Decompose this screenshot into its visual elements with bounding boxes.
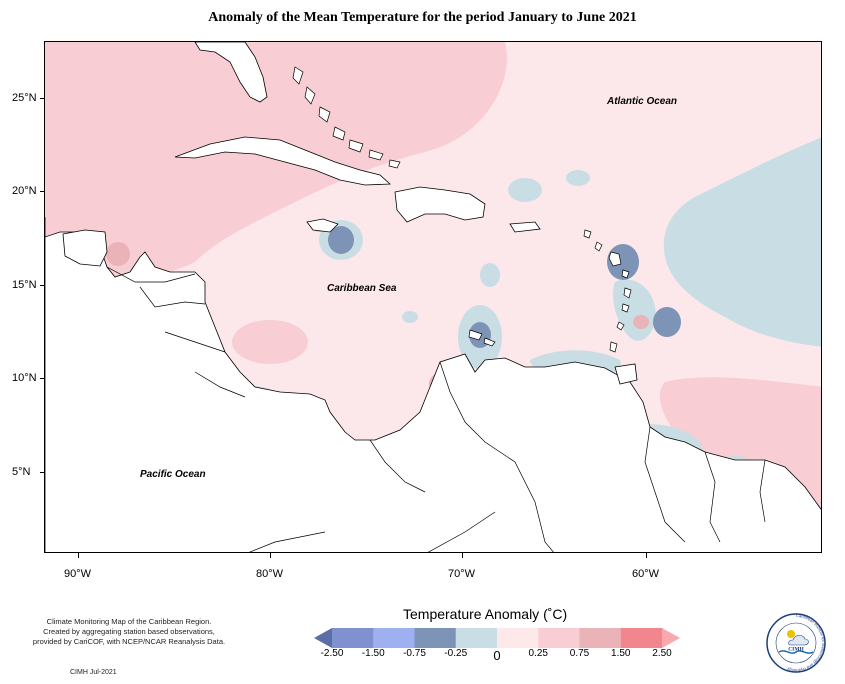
label-caribbean-sea: Caribbean Sea	[327, 283, 397, 294]
legend-tick-label: 1.50	[611, 648, 631, 659]
wave-icon	[778, 650, 814, 654]
land-jamaica	[306, 218, 339, 233]
lon-label-70w: 70°W	[448, 568, 476, 580]
land-mass-south	[45, 217, 821, 552]
svg-text:CIMH: CIMH	[788, 647, 804, 653]
legend-segment-8	[620, 628, 663, 648]
lat-label-20n: 20°N	[12, 185, 37, 197]
anomaly-zone-west	[232, 320, 308, 364]
sun-icon	[787, 630, 795, 638]
legend-tick-label: 0.25	[528, 648, 548, 659]
legend-title: Temperature Anomaly (˚C)	[403, 606, 568, 622]
map-title: Anomaly of the Mean Temperature for the …	[208, 10, 637, 25]
cimh-logo: CIMH Caribbean Institute for Meteorology…	[766, 613, 826, 673]
lon-label-90w: 90°W	[64, 568, 92, 580]
legend-segment-5	[497, 628, 539, 648]
country-borders	[106, 266, 766, 552]
legend-segment-9	[662, 628, 680, 648]
land-lesser-antilles	[583, 229, 632, 353]
anomaly-spot-barbados	[653, 307, 681, 337]
map-area: Atlantic Ocean Caribbean Sea Pacific Oce…	[44, 41, 822, 553]
legend-segment-2	[373, 628, 415, 648]
land-puerto-rico	[509, 221, 541, 233]
legend-segment-0	[314, 628, 332, 648]
anomaly-map: Atlantic Ocean Caribbean Sea Pacific Oce…	[45, 42, 821, 552]
legend-segment-1	[332, 628, 374, 648]
lat-label-10n: 10°N	[12, 372, 37, 384]
legend-segment-3	[414, 628, 457, 648]
legend-tick-label: -2.50	[320, 648, 344, 659]
lon-label-60w: 60°W	[632, 568, 660, 580]
lon-label-80w: 80°W	[256, 568, 284, 580]
anomaly-zone-atlantic	[663, 137, 821, 347]
lat-label-5n: 5°N	[12, 466, 31, 478]
cloud-icon	[788, 635, 809, 646]
land-bahamas	[292, 66, 401, 169]
legend-tick-label: 0	[493, 648, 501, 663]
legend-segment-7	[579, 628, 622, 648]
legend-tick-label: -1.50	[361, 648, 385, 659]
land-florida	[194, 42, 268, 103]
legend-tick-label: 2.50	[652, 648, 672, 659]
land-trinidad	[614, 363, 638, 385]
legend-segment-6	[538, 628, 580, 648]
land-cuba	[174, 136, 391, 186]
legend-tick-label: -0.25	[444, 648, 468, 659]
land-hispaniola	[394, 186, 486, 223]
legend-colorbar	[314, 628, 680, 648]
map-credits: Climate Monitoring Map of the Caribbean …	[32, 617, 226, 646]
credits-date: CIMH Jul-2021	[70, 669, 117, 676]
lat-label-15n: 15°N	[12, 279, 37, 291]
label-pacific-ocean: Pacific Ocean	[140, 469, 206, 480]
anomaly-spot-jamaica	[328, 226, 354, 254]
lat-label-25n: 25°N	[12, 92, 37, 104]
legend-tick-label: 0.75	[569, 648, 590, 659]
legend-tick-label: -0.75	[403, 648, 426, 659]
legend-segment-4	[455, 628, 498, 648]
label-atlantic-ocean: Atlantic Ocean	[606, 96, 677, 107]
